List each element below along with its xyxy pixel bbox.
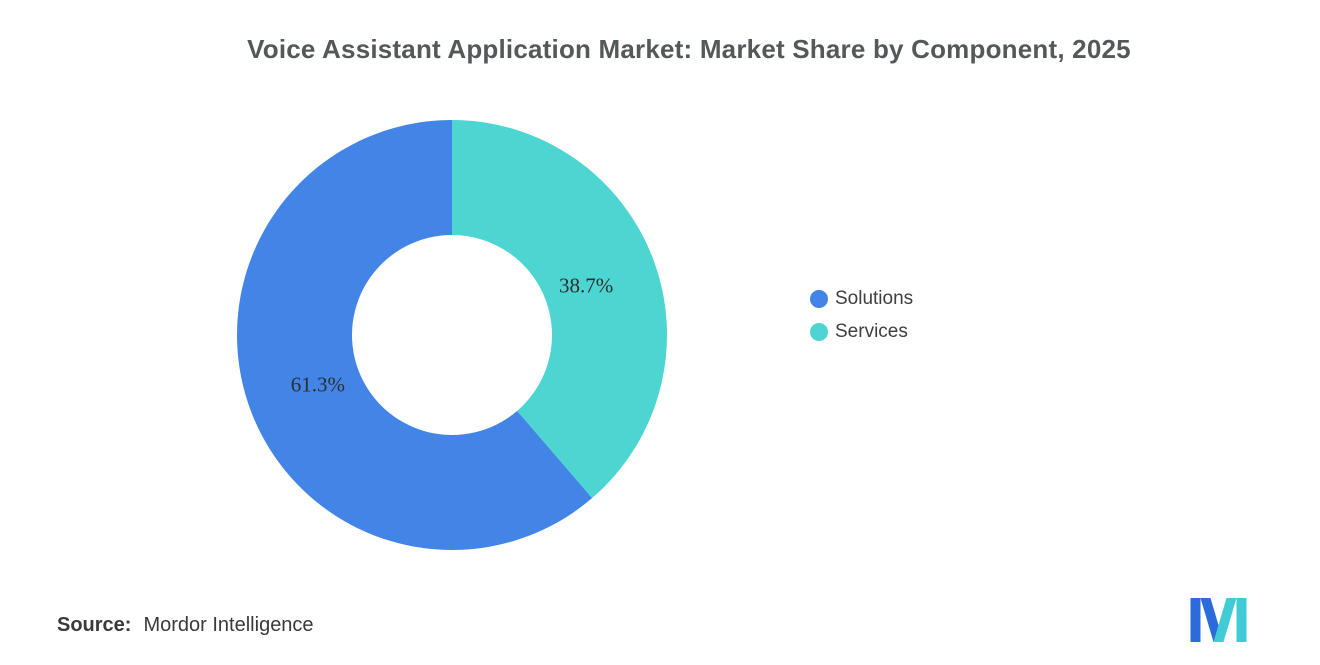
legend-item-solutions[interactable]: Solutions: [810, 282, 913, 315]
legend-label-services[interactable]: Services: [835, 320, 908, 342]
legend: Solutions Services: [810, 282, 913, 348]
pie-slice-services[interactable]: [452, 120, 667, 499]
mordor-intelligence-logo: [1190, 598, 1247, 642]
legend-marker-services-icon[interactable]: [810, 322, 828, 341]
logo-right-leg: [1236, 598, 1247, 642]
legend-marker-solutions-icon[interactable]: [810, 289, 828, 308]
logo-right-diagonal: [1213, 598, 1237, 642]
chart-title: Voice Assistant Application Market: Mark…: [247, 34, 1131, 64]
source-value: Mordor Intelligence: [143, 614, 314, 636]
source-label: Source:: [57, 614, 132, 636]
logo-left-leg: [1190, 598, 1201, 642]
legend-label-solutions[interactable]: Solutions: [835, 287, 914, 309]
slice-label-solutions: 61.3%: [291, 373, 345, 397]
legend-item-services[interactable]: Services: [810, 315, 913, 348]
pie-slice-solutions[interactable]: [236, 120, 593, 550]
source-line: Source: Mordor Intelligence: [57, 614, 314, 637]
slice-label-services: 38.7%: [559, 273, 613, 297]
